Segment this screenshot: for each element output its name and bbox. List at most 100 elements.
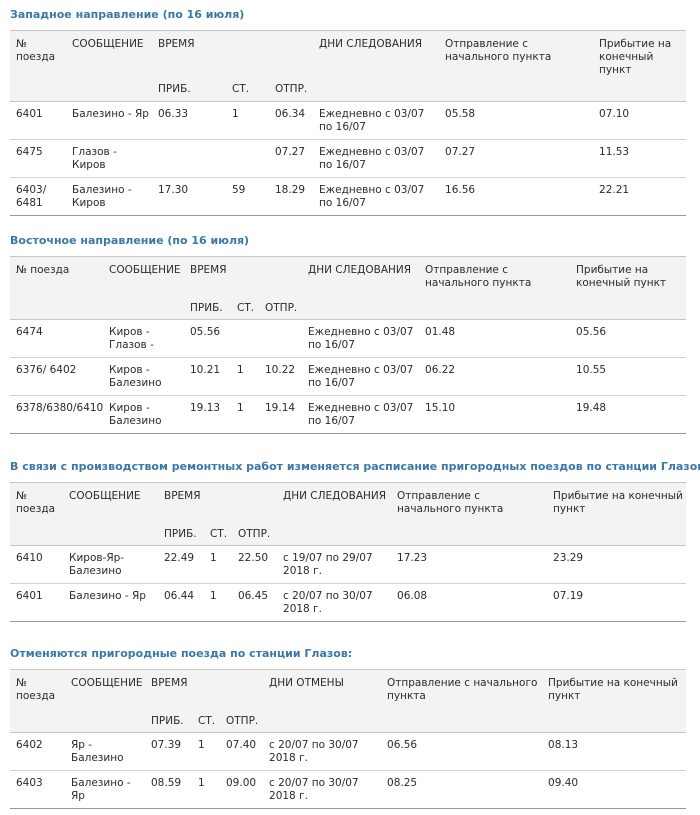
cell-departure: 07.40 <box>220 732 264 771</box>
cell-arrival: 06.44 <box>158 583 204 622</box>
col-header-departure: ОТПР. <box>269 77 314 102</box>
schedule-table: № поезда СООБЩЕНИЕ ВРЕМЯ ДНИ СЛЕДОВАНИЯ … <box>10 482 687 622</box>
cell-stop: 1 <box>192 732 220 771</box>
table-row: 6475 Глазов - Киров 07.27 Ежедневно с 03… <box>10 139 687 178</box>
col-header-departure: ОТПР. <box>220 708 264 733</box>
cell-days: Ежедневно с 03/07 по 16/07 <box>313 101 440 140</box>
cell-dep: 08.25 <box>381 770 543 809</box>
table-subheader-row: ПРИБ. СТ. ОТПР. <box>10 295 687 320</box>
table-subheader-row: ПРИБ. СТ. ОТПР. <box>10 521 687 546</box>
cell-days: с 20/07 по 30/07 2018 г. <box>263 770 382 809</box>
cell-arr: 09.40 <box>542 770 687 809</box>
section-title: Восточное направление (по 16 июля) <box>10 234 250 247</box>
cell-train: 6403 <box>10 770 65 809</box>
cell-stop <box>226 139 269 178</box>
cell-route: Киров - Балезино <box>103 357 184 396</box>
cell-arrival: 06.33 <box>152 101 226 140</box>
col-header-days: ДНИ СЛЕДОВАНИЯ <box>277 482 392 522</box>
col-header-arr: Прибытие на конечный пункт <box>547 482 687 522</box>
table-row: 6403 Балезино - Яр 08.59 1 09.00 с 20/07… <box>10 770 687 809</box>
cell-arr: 23.29 <box>547 545 687 584</box>
col-header-route: СООБЩЕНИЕ <box>66 30 152 77</box>
section-title: Отменяются пригородные поезда по станции… <box>10 647 353 660</box>
col-header-arr: Прибытие на конечный пункт <box>542 669 687 709</box>
cell-stop <box>231 319 259 358</box>
cell-arrival: 08.59 <box>145 770 192 809</box>
col-header-arr: Прибытие на конечный пункт <box>593 30 687 77</box>
cell-stop: 59 <box>226 177 269 216</box>
table-subheader-row: ПРИБ. СТ. ОТПР. <box>10 708 687 733</box>
table-row: 6410 Киров-Яр-Балезино 22.49 1 22.50 с 1… <box>10 545 687 584</box>
col-header-days: ДНИ СЛЕДОВАНИЯ <box>313 30 440 77</box>
col-header-departure: ОТПР. <box>259 295 303 320</box>
cell-arr: 08.13 <box>542 732 687 771</box>
table-row: 6401 Балезино - Яр 06.44 1 06.45 с 20/07… <box>10 583 687 622</box>
schedule-table: № поезда СООБЩЕНИЕ ВРЕМЯ ДНИ СЛЕДОВАНИЯ … <box>10 256 687 434</box>
col-header-days: ДНИ СЛЕДОВАНИЯ <box>302 256 420 296</box>
cell-departure <box>259 319 303 358</box>
col-header-route: СООБЩЕНИЕ <box>65 669 145 709</box>
table-row: 6403/ 6481 Балезино - Киров 17.30 59 18.… <box>10 177 687 216</box>
cell-days: Ежедневно с 03/07 по 16/07 <box>302 357 420 396</box>
cell-arr: 07.19 <box>547 583 687 622</box>
cell-departure: 18.29 <box>269 177 314 216</box>
cell-arr: 11.53 <box>593 139 687 178</box>
cell-train: 6474 <box>10 319 103 358</box>
cell-train: 6403/ 6481 <box>10 177 66 216</box>
cell-train: 6402 <box>10 732 65 771</box>
cell-arr: 19.48 <box>570 395 687 434</box>
cell-arrival: 19.13 <box>184 395 231 434</box>
cell-dep: 15.10 <box>419 395 571 434</box>
col-header-dep: Отправление с начального пункта <box>439 30 594 77</box>
cell-arr: 07.10 <box>593 101 687 140</box>
col-header-departure: ОТПР. <box>232 521 278 546</box>
cell-days: Ежедневно с 03/07 по 16/07 <box>313 177 440 216</box>
col-header-arrival: ПРИБ. <box>145 708 192 733</box>
cell-days: с 20/07 по 30/07 2018 г. <box>277 583 392 622</box>
col-header-arrival: ПРИБ. <box>184 295 231 320</box>
table-row: 6402 Яр - Балезино 07.39 1 07.40 с 20/07… <box>10 732 687 771</box>
col-header-stop: СТ. <box>192 708 220 733</box>
cell-dep: 06.22 <box>419 357 571 396</box>
cell-days: Ежедневно с 03/07 по 16/07 <box>302 319 420 358</box>
cell-arrival: 22.49 <box>158 545 204 584</box>
cell-arr: 10.55 <box>570 357 687 396</box>
cell-route: Киров - Глазов - <box>103 319 184 358</box>
col-header-arrival: ПРИБ. <box>152 77 226 102</box>
col-header-dep: Отправление с начального пункта <box>419 256 571 296</box>
cell-arrival: 10.21 <box>184 357 231 396</box>
cell-train: 6378/6380/6410 <box>10 395 103 434</box>
cell-stop: 1 <box>231 395 259 434</box>
cell-arrival: 07.39 <box>145 732 192 771</box>
cell-train: 6376/ 6402 <box>10 357 103 396</box>
col-header-arrival: ПРИБ. <box>158 521 204 546</box>
cell-departure: 06.34 <box>269 101 314 140</box>
cell-route: Яр - Балезино <box>65 732 145 771</box>
col-header-time: ВРЕМЯ <box>145 669 264 709</box>
cell-departure: 19.14 <box>259 395 303 434</box>
schedule-table: № поезда СООБЩЕНИЕ ВРЕМЯ ДНИ СЛЕДОВАНИЯ … <box>10 30 687 216</box>
cell-arrival <box>152 139 226 178</box>
cell-route: Балезино - Киров <box>66 177 152 216</box>
col-header-route: СООБЩЕНИЕ <box>63 482 158 522</box>
cell-route: Балезино - Яр <box>66 101 152 140</box>
cell-dep: 17.23 <box>391 545 548 584</box>
cell-route: Балезино - Яр <box>63 583 158 622</box>
schedule-table: № поезда СООБЩЕНИЕ ВРЕМЯ ДНИ ОТМЕНЫ Отпр… <box>10 669 687 809</box>
cell-arr: 22.21 <box>593 177 687 216</box>
cell-train: 6401 <box>10 583 63 622</box>
cell-departure: 07.27 <box>269 139 314 178</box>
table-header-row: № поезда СООБЩЕНИЕ ВРЕМЯ ДНИ СЛЕДОВАНИЯ … <box>10 482 687 522</box>
col-header-stop: СТ. <box>226 77 269 102</box>
cell-dep: 01.48 <box>419 319 571 358</box>
col-header-train: № поезда <box>10 256 103 296</box>
col-header-train: № поезда <box>10 30 66 77</box>
cell-stop: 1 <box>231 357 259 396</box>
cell-train: 6401 <box>10 101 66 140</box>
col-header-stop: СТ. <box>231 295 259 320</box>
col-header-dep: Отправление с начального пункта <box>381 669 543 709</box>
cell-days: с 20/07 по 30/07 2018 г. <box>263 732 382 771</box>
cell-arrival: 05.56 <box>184 319 231 358</box>
table-row: 6376/ 6402 Киров - Балезино 10.21 1 10.2… <box>10 357 687 396</box>
cell-stop: 1 <box>226 101 269 140</box>
